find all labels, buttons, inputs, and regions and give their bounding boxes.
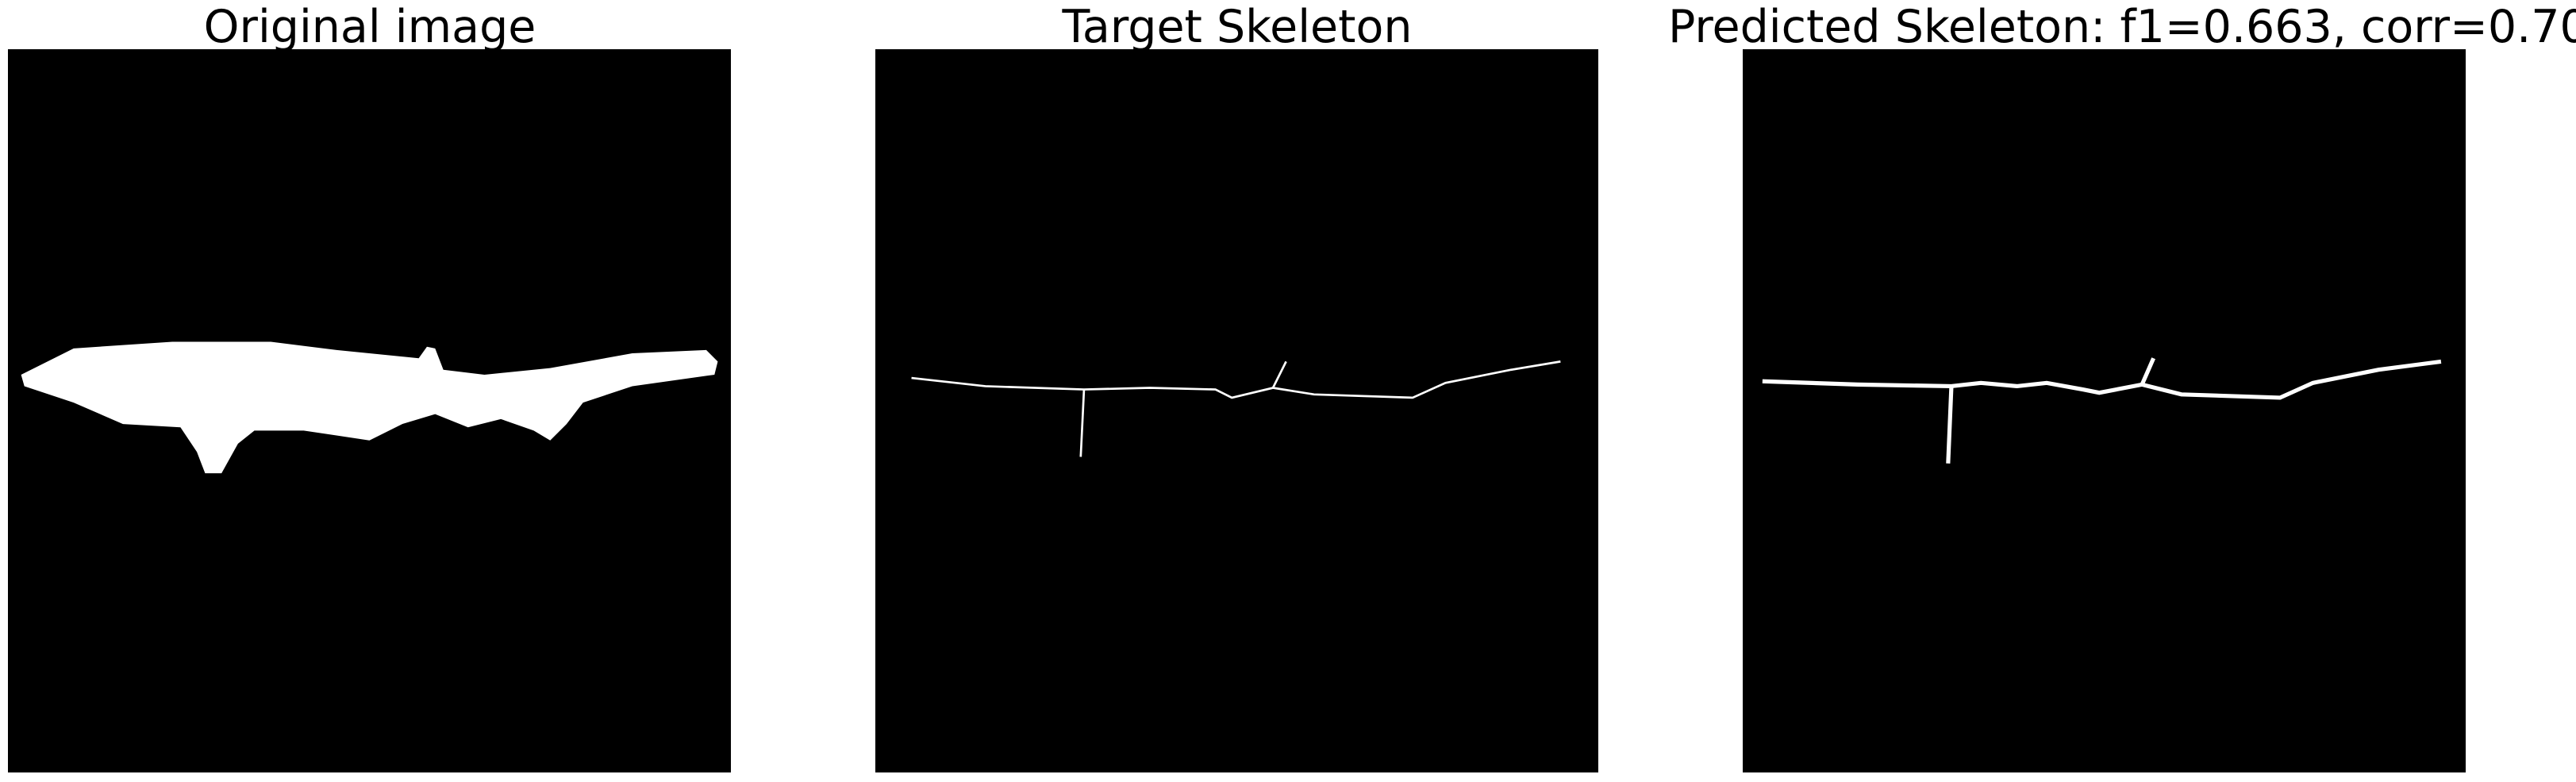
original-image: [8, 49, 731, 772]
shape-mask: [21, 341, 718, 474]
target-skeleton: [875, 49, 1598, 772]
background: [875, 49, 1598, 772]
skeleton: [1762, 357, 2442, 464]
skeleton-branch: [1079, 389, 1086, 457]
panel-title: Target Skeleton: [1062, 1, 1413, 53]
skeleton: [911, 360, 1561, 457]
skeleton-branch: [1946, 386, 1954, 464]
skeleton-line: [1762, 359, 2442, 400]
background: [1743, 49, 2466, 772]
skeleton-line: [911, 360, 1561, 399]
panel-title: Original image: [203, 1, 536, 53]
predicted-skeleton: [1743, 49, 2466, 772]
skeleton-branch: [1271, 360, 1287, 389]
panel-title: Predicted Skeleton: f1=0.663, corr=0.703: [1668, 1, 2576, 53]
skeleton-branch: [2140, 357, 2155, 386]
